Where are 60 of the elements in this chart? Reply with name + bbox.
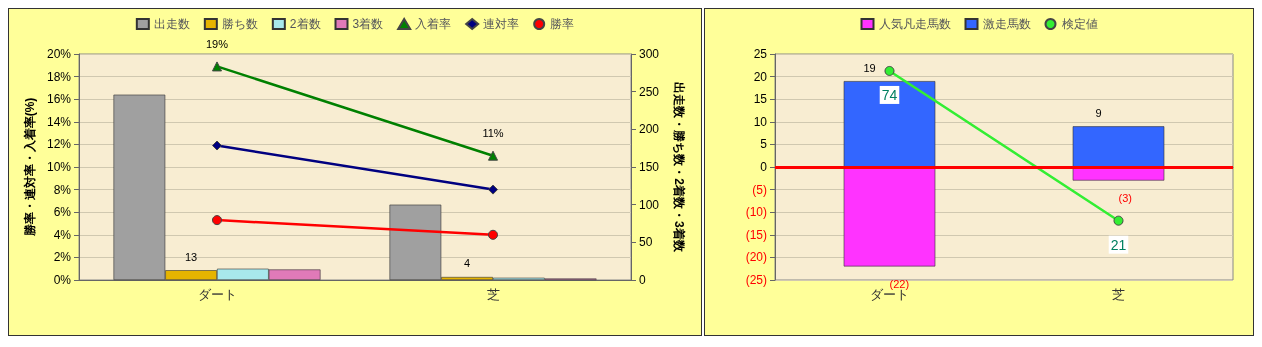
y-tick-label: 2% <box>53 250 72 265</box>
data-label: 4 <box>464 257 471 270</box>
y-tick-label: 5 <box>760 137 768 152</box>
legend-label: 入着率 <box>415 17 452 31</box>
y2-tick-label: 150 <box>639 160 660 174</box>
data-label: 19% <box>205 37 229 50</box>
point <box>488 184 498 195</box>
y2-tick-label: 200 <box>639 122 660 137</box>
y-tick-label: 10 <box>753 114 768 129</box>
point <box>212 140 222 151</box>
legend-label: 3着数 <box>352 17 384 31</box>
bar <box>843 81 936 167</box>
bar <box>1072 126 1165 167</box>
y-tick-label: (15) <box>745 227 767 242</box>
data-label: 74 <box>881 86 898 103</box>
y2-tick-label: 100 <box>639 197 660 212</box>
legend-label: 勝ち数 <box>221 17 258 31</box>
y-tick-label: 20% <box>46 47 72 61</box>
y-tick-label: 0% <box>53 273 72 287</box>
y-tick-label: 20 <box>753 69 768 84</box>
y2-tick-label: 250 <box>639 84 660 99</box>
x-tick-label: 芝 <box>1112 287 1125 302</box>
data-label: 21 <box>1110 236 1127 253</box>
data-label: 11% <box>482 127 504 140</box>
y2-axis-title: 出走数・勝ち数・2着数・3着数 <box>672 82 686 253</box>
data-label: 19 <box>863 61 876 74</box>
y2-tick-label: 50 <box>639 235 653 250</box>
y-tick-label: 4% <box>53 227 72 242</box>
y-tick-label: 6% <box>53 205 72 220</box>
legend-label: 出走数 <box>153 17 190 31</box>
y-tick-label: 8% <box>53 182 72 197</box>
legend-label: 人気凡走馬数 <box>878 17 951 31</box>
legend-label: 激走馬数 <box>982 17 1031 31</box>
legend-label: 連対率 <box>483 17 520 31</box>
y-tick-label: 12% <box>46 137 72 152</box>
y-tick-label: 16% <box>46 92 72 107</box>
x-tick-label: ダート <box>197 287 237 302</box>
data-label: 9 <box>1095 106 1102 119</box>
y2-tick-label: 0 <box>639 273 646 287</box>
y2-tick-label: 300 <box>639 47 660 61</box>
x-tick-label: 芝 <box>486 287 500 302</box>
y-tick-label: 0 <box>760 160 768 174</box>
y-tick-label: 15 <box>753 92 768 107</box>
point <box>212 215 222 226</box>
data-label: 13 <box>185 250 198 263</box>
bar <box>843 167 936 267</box>
y-tick-label: 10% <box>46 160 72 174</box>
y-tick-label: (10) <box>745 205 767 220</box>
y-axis-title: 勝率・連対率・入着率(%) <box>23 97 38 238</box>
y-tick-label: (5) <box>752 182 767 197</box>
point <box>488 229 498 240</box>
data-label: (3) <box>1118 192 1132 205</box>
y-tick-label: 25 <box>753 47 768 61</box>
y-tick-label: (20) <box>745 250 767 265</box>
y-tick-label: 18% <box>46 69 72 84</box>
y-tick-label: (25) <box>745 273 767 287</box>
y-tick-label: 14% <box>46 114 72 129</box>
legend-label: 検定値 <box>1061 17 1098 31</box>
legend-label: 勝率 <box>550 17 575 31</box>
legend-label: 2着数 <box>289 17 321 31</box>
